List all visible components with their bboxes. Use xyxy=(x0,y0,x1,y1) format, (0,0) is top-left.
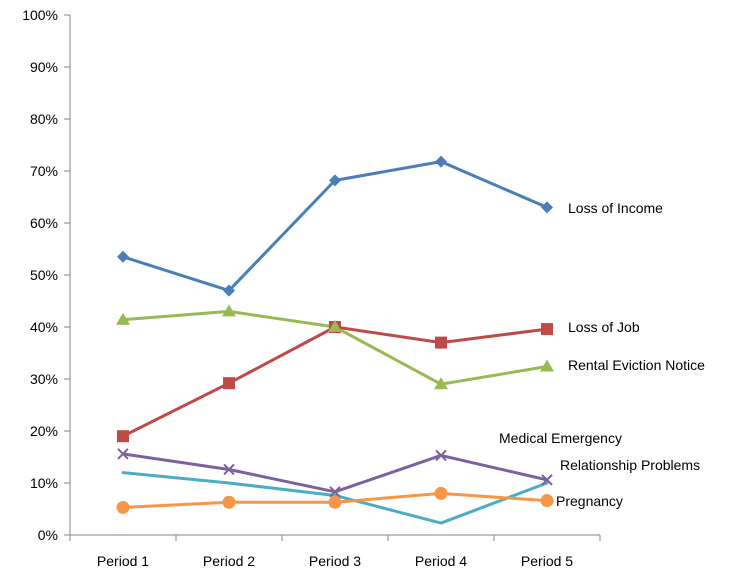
x-tick-label: Period 1 xyxy=(97,553,149,569)
data-point-loss-of-job xyxy=(541,323,553,336)
series-label-relationship-problems: Relationship Problems xyxy=(560,457,700,473)
data-point-pregnancy xyxy=(116,500,130,514)
data-point-relationship-problems xyxy=(223,463,235,476)
series-labels: Loss of Income Loss of Job Rental Eviction… xyxy=(499,200,705,509)
y-tick-label: 30% xyxy=(30,371,58,387)
data-point-relationship-problems xyxy=(117,448,129,460)
series-label-loss-of-income: Loss of Income xyxy=(568,200,663,216)
data-point-loss-of-income xyxy=(329,174,341,187)
y-tick-label: 0% xyxy=(38,527,58,543)
x-tick-label: Period 3 xyxy=(309,553,361,569)
y-tick-label: 90% xyxy=(30,59,58,75)
y-tick-label: 80% xyxy=(30,111,58,127)
series-label-medical-emergency: Medical Emergency xyxy=(499,430,622,446)
data-point-pregnancy xyxy=(222,495,236,509)
series-line-medical-emergency xyxy=(121,471,549,525)
y-tick-label: 70% xyxy=(30,163,58,179)
y-axis-ticks: 0% 10% 20% 30% 40% 50% 60% 70% 80% 90% 100% xyxy=(22,7,70,543)
data-point-loss-of-income xyxy=(223,284,235,297)
data-point-loss-of-income xyxy=(117,250,129,263)
data-point-relationship-problems xyxy=(435,449,447,462)
y-tick-label: 40% xyxy=(30,319,58,335)
x-tick-label: Period 5 xyxy=(521,553,573,569)
x-axis-ticks: Period 1 Period 2 Period 3 Period 4 Period 5 xyxy=(69,535,601,569)
data-point-rental-eviction-notice xyxy=(222,304,236,317)
data-point-loss-of-job xyxy=(117,430,129,443)
x-tick-label: Period 2 xyxy=(203,553,255,569)
data-point-relationship-problems xyxy=(329,486,341,498)
series-label-pregnancy: Pregnancy xyxy=(556,493,623,509)
data-point-loss-of-income xyxy=(435,155,447,168)
data-point-loss-of-income xyxy=(541,201,553,214)
data-point-rental-eviction-notice xyxy=(328,320,342,332)
y-tick-label: 10% xyxy=(30,475,58,491)
y-tick-label: 100% xyxy=(22,7,58,23)
y-tick-label: 50% xyxy=(30,267,58,283)
x-tick-label: Period 4 xyxy=(415,553,467,569)
series-label-loss-of-job: Loss of Job xyxy=(568,319,640,335)
data-point-rental-eviction-notice xyxy=(540,359,554,372)
data-point-loss-of-job xyxy=(223,377,235,390)
y-tick-label: 20% xyxy=(30,423,58,439)
data-point-pregnancy xyxy=(434,486,448,500)
data-point-rental-eviction-notice xyxy=(434,377,448,390)
series-line-loss-of-job xyxy=(121,325,549,438)
y-tick-label: 60% xyxy=(30,215,58,231)
series-markers xyxy=(116,155,554,514)
data-point-rental-eviction-notice xyxy=(116,312,130,325)
data-point-pregnancy xyxy=(540,494,554,508)
data-point-loss-of-job xyxy=(435,336,447,349)
series-lines xyxy=(121,160,549,525)
series-line-relationship-problems xyxy=(121,452,549,494)
series-label-rental-eviction-notice: Rental Eviction Notice xyxy=(568,357,705,373)
data-point-relationship-problems xyxy=(541,474,553,486)
data-point-pregnancy xyxy=(328,495,342,509)
